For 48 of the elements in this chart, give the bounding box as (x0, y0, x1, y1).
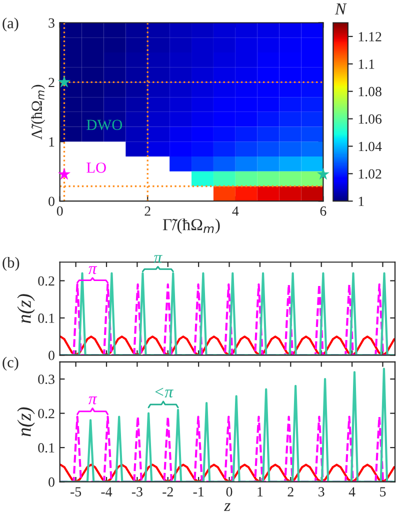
x-tick-label: -4 (101, 487, 112, 496)
color-bar-label: 1 (358, 196, 364, 206)
y-tick-label: 1 (49, 137, 54, 146)
x-tick-label: -5 (70, 487, 82, 496)
y-tick-label: 0.1 (38, 443, 54, 453)
x-axis-title: z (224, 503, 230, 511)
y-axis-title: Λ̃/(ħΩ$_{m}$) (31, 84, 46, 140)
x-tick-label: -1 (193, 487, 204, 496)
x-tick-label: 6 (320, 206, 326, 216)
chart-title: (b) (2, 256, 20, 271)
y-axis-title: n(z) (17, 407, 35, 436)
x-tick-label: -3 (132, 487, 142, 496)
annotation: π (88, 396, 98, 404)
color-bar-label: 1.04 (358, 142, 382, 152)
color-bar-label: 1.02 (358, 169, 382, 179)
y-tick-label: 0 (48, 477, 54, 487)
y-tick-label: 0.1 (38, 314, 54, 323)
x-tick-label: 0 (56, 206, 63, 216)
y-tick-label: 3 (48, 18, 54, 28)
annotation: <π (155, 388, 174, 398)
x-tick-label: 4 (232, 206, 239, 216)
x-tick-label: 3 (318, 487, 324, 496)
x-tick-label: -2 (162, 487, 173, 496)
color-bar-label: 1.1 (358, 60, 374, 69)
x-axis-title: Γ̃/(ħΩ$_{m}$) (162, 218, 220, 234)
x-tick-label: 2 (144, 206, 150, 216)
chart-title: (a) (2, 18, 18, 32)
color-bar-label: 1.06 (358, 114, 382, 124)
y-tick-label: 0.3 (38, 374, 54, 384)
x-tick-label: 0 (226, 487, 232, 496)
annotation: LO (86, 162, 106, 173)
y-tick-label: 2 (48, 78, 54, 88)
x-tick-label: 5 (380, 487, 386, 496)
annotation: π (88, 266, 98, 274)
color-bar-label: 1.08 (358, 86, 382, 96)
y-tick-label: 0 (48, 196, 54, 206)
y-tick-label: 0.2 (38, 408, 54, 418)
chart-title: (c) (2, 356, 18, 371)
x-tick-label: 4 (348, 487, 356, 496)
y-axis-title: n(z) (17, 294, 35, 324)
color-bar-label: 1.12 (358, 32, 382, 42)
y-tick-label: 0 (48, 350, 54, 360)
annotation: DWO (86, 120, 122, 130)
color-bar-title: N (334, 4, 347, 14)
x-tick-label: 1 (258, 487, 263, 496)
y-tick-label: 0.2 (38, 276, 54, 286)
x-tick-label: 2 (288, 487, 294, 496)
annotation: π (154, 255, 162, 263)
